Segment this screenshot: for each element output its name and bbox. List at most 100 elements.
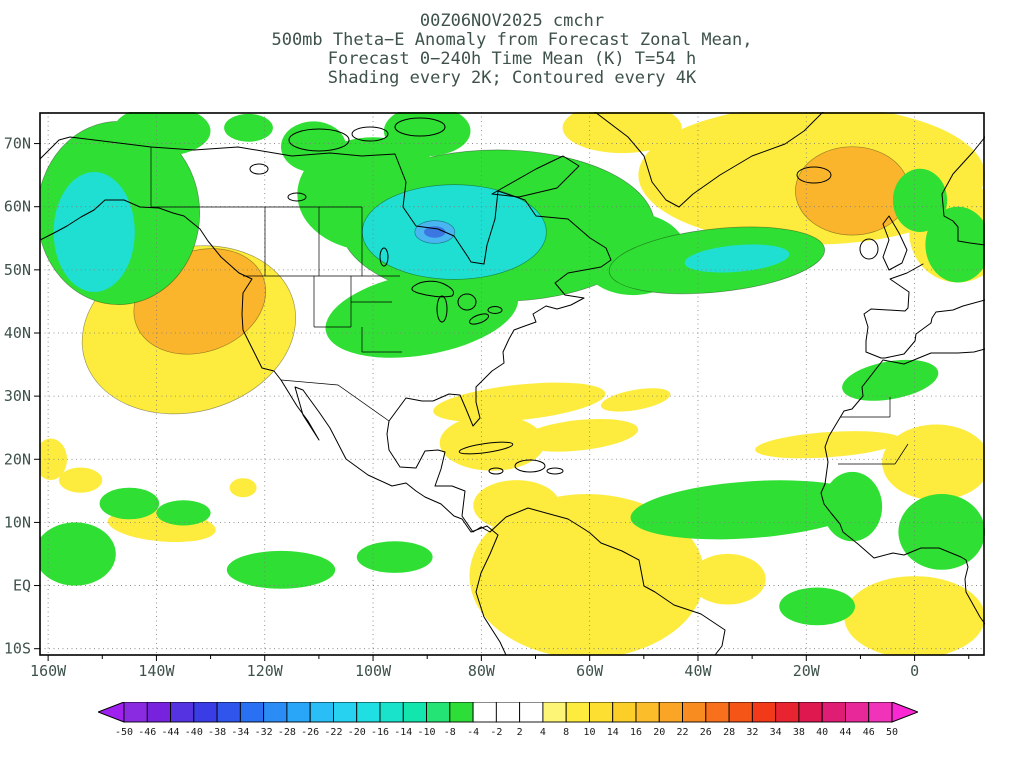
colorbar-tick-label: -46 (138, 727, 156, 738)
y-axis-label: 30N (4, 387, 31, 405)
shading-region-canada-top (383, 112, 471, 157)
shading-region-cpac-b (99, 487, 160, 520)
colorbar-segment (705, 701, 730, 723)
border-state-lines (313, 276, 402, 353)
coastline-uk (882, 215, 908, 271)
colorbar-segment (426, 701, 451, 723)
chart-title-line3: Forecast 0−240h Time Mean (K) T=54 h (327, 49, 697, 69)
shading-region-canada-min-core (424, 226, 446, 238)
colorbar-tick-label: -50 (115, 727, 133, 738)
shading-region-arctic-islands-a (224, 113, 273, 142)
colorbar-tick-label: 14 (607, 727, 619, 738)
chart-title-line2: 500mb Theta−E Anomaly from Forecast Zona… (271, 30, 753, 50)
colorbar-segment (845, 701, 870, 723)
colorbar-segment (356, 701, 381, 723)
island-arctic-b (351, 126, 389, 142)
shading-region-cam-pacific (356, 541, 433, 573)
lake-superior (411, 280, 455, 298)
shading-region-left-edge (40, 438, 67, 481)
colorbar-segment (542, 701, 567, 723)
graticule-layer (40, 112, 985, 655)
colorbar: -50 -46 -44 -40 -38 -34 -32 -28 -26 -22 -20 -16 -14-… (96, 701, 920, 744)
coastline-greenland (594, 112, 824, 208)
border-africa-countries (838, 397, 909, 465)
colorbar-tick-label: 16 (630, 727, 642, 738)
colorbar-segment (170, 701, 195, 723)
coastline-africa-west (820, 359, 985, 625)
colorbar-tick-label: -28 (278, 727, 296, 738)
shading-region-epac-eq (226, 550, 336, 589)
colorbar-tick-label: -44 (162, 727, 180, 738)
x-axis-label: 0 (910, 662, 919, 680)
colorbar-tick-label: 46 (863, 727, 875, 738)
x-axis-label: 120W (247, 662, 284, 680)
map-plot: 160W 140W 120W 100W 80W 60W 40W 20W 0 70N 60N 50N 40… (4, 112, 985, 680)
colorbar-tick-label: 50 (886, 727, 898, 738)
colorbar-segment (798, 701, 823, 723)
shading-region-midwest-arm (325, 270, 519, 358)
colorbar-segment (519, 701, 544, 723)
colorbar-tick-label: -38 (208, 727, 226, 738)
colorbar-tick-label: -26 (301, 727, 319, 738)
shading-region-subtrop-streak-b (519, 418, 639, 452)
colorbar-tick-label: -4 (467, 727, 479, 738)
island-puerto-rico (546, 467, 564, 475)
shading-region-matl-eq (689, 553, 766, 605)
lake-huron (457, 293, 477, 311)
x-axis-label: 40W (684, 662, 712, 680)
borders-layer (150, 147, 909, 465)
island-jamaica (488, 467, 504, 475)
colorbar-tick-label: 26 (700, 727, 712, 738)
colorbar-segment (239, 701, 265, 723)
chart-title-block: 00Z06NOV2025 cmchr 500mb Theta−E Anomaly… (0, 12, 1024, 88)
x-axis-label: 100W (355, 662, 392, 680)
colorbar-segment (332, 701, 358, 723)
y-axis-label: 10N (4, 513, 31, 531)
shading-region-cpac-streak-a (58, 467, 103, 493)
colorbar-tick-label: -34 (231, 727, 249, 738)
colorbar-tick-label: -10 (418, 727, 436, 738)
coastline-west-americas (40, 199, 507, 655)
shading-region-cpac-c (156, 500, 211, 526)
x-axis-label: 140W (138, 662, 175, 680)
colorbar-segment (868, 701, 893, 723)
colorbar-tick-label: 8 (563, 727, 569, 738)
colorbar-segment (309, 701, 334, 723)
colorbar-segment (193, 701, 218, 723)
coastline-africa-north (882, 348, 985, 365)
shading-region-wafrica-coast (822, 471, 883, 542)
colorbar-segment (402, 701, 427, 723)
colorbar-segment (565, 701, 590, 723)
colorbar-tick-label: -2 (490, 727, 502, 738)
colorbar-segment (449, 701, 474, 723)
lake-michigan (436, 295, 448, 323)
island-arctic-a (394, 117, 446, 137)
colorbar-segment (472, 701, 497, 723)
y-axis-label: 20N (4, 450, 31, 468)
colorbar-tick-label: 22 (677, 727, 689, 738)
coastline-scandinavia (941, 136, 985, 246)
colorbar-segment (379, 701, 404, 723)
shading-region-satl-se (844, 576, 985, 655)
shading-region-nw-africa (842, 359, 939, 401)
coastlines-layer (40, 112, 985, 655)
colorbar-tick-label: 10 (583, 727, 595, 738)
shading-region-wafrica-streak (755, 431, 901, 459)
border-us-mexico (280, 379, 390, 422)
colorbar-segment (146, 701, 171, 723)
y-axis-label: 70N (4, 135, 31, 153)
colorbar-segment (635, 701, 660, 723)
colorbar-tick-label: 34 (770, 727, 782, 738)
island-iceland (796, 166, 832, 184)
y-axis-label: 40N (4, 324, 31, 342)
shading-region-cpac-streak-c (229, 478, 257, 498)
colorbar-tick-label: 4 (540, 727, 546, 738)
y-axis-label: EQ (13, 577, 31, 595)
colorbar-tick-label: -8 (444, 727, 456, 738)
coastline-arctic-atlantic (40, 136, 726, 655)
colorbar-tick-label: -16 (371, 727, 389, 738)
shading-region-satl (779, 587, 855, 626)
y-axis-label: 60N (4, 198, 31, 216)
y-axis-label: 50N (4, 261, 31, 279)
shading-region-nw-europe-b (925, 206, 985, 283)
